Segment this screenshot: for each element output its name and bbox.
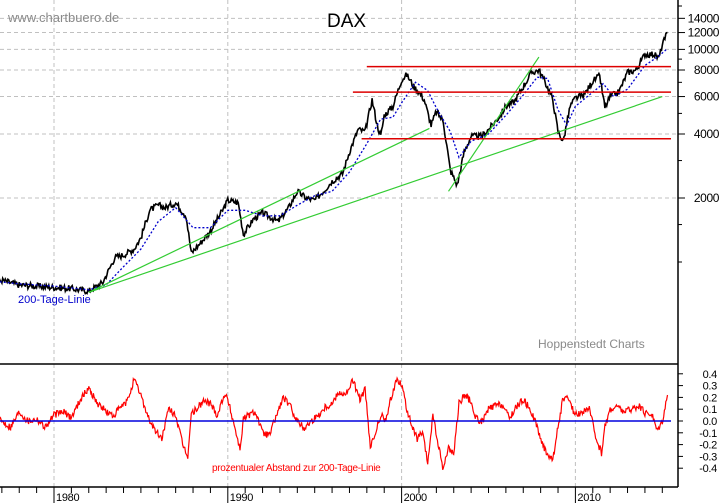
ma-200-line: [0, 48, 668, 291]
y-tick-label: -0.2: [699, 440, 717, 452]
x-tick-label: 1990: [230, 492, 253, 503]
trend-line: [448, 56, 540, 192]
price-series: [0, 31, 671, 295]
y-tick-label: 0.2: [703, 392, 718, 404]
x-tick-label: 1980: [56, 492, 79, 503]
indicator-series: [0, 376, 671, 471]
dax-price-line: [0, 31, 668, 295]
y-tick-label: 10000: [688, 42, 720, 56]
price-gridlines: [0, 0, 678, 364]
ma-200-label: 200-Tage-Linie: [18, 294, 91, 306]
trend-line: [88, 96, 663, 293]
y-tick-label: 0.0: [703, 416, 718, 428]
y-tick-label: -0.4: [699, 463, 717, 475]
trend-line: [88, 127, 430, 293]
y-tick-label: -0.1: [699, 428, 717, 440]
y-tick-label: 14000: [688, 11, 720, 25]
y-tick-label: 8000: [694, 63, 720, 77]
x-tick-label: 2000: [404, 492, 427, 503]
y-tick-label: 2000: [694, 191, 720, 205]
y-tick-label: 4000: [694, 127, 720, 141]
indicator-y-axis: 0.40.30.20.10.0-0.1-0.2-0.3-0.4: [678, 369, 717, 475]
provider-watermark: Hoppenstedt Charts: [538, 337, 645, 351]
y-tick-label: 12000: [688, 26, 720, 40]
y-tick-label: -0.3: [699, 451, 717, 463]
time-x-axis: 1980 1990 2000 2010: [1, 487, 663, 503]
y-tick-label: 0.1: [703, 404, 718, 416]
chart-title: DAX: [327, 11, 366, 32]
y-tick-label: 0.3: [703, 381, 718, 393]
y-tick-label: 6000: [694, 90, 720, 104]
ma-distance-line: [0, 376, 669, 471]
y-tick-label: 0.4: [703, 369, 718, 381]
x-tick-label: 2010: [577, 492, 600, 503]
source-watermark: www.chartbuero.de: [7, 10, 119, 25]
indicator-label: prozentualer Abstand zur 200-Tage-Linie: [212, 463, 381, 474]
